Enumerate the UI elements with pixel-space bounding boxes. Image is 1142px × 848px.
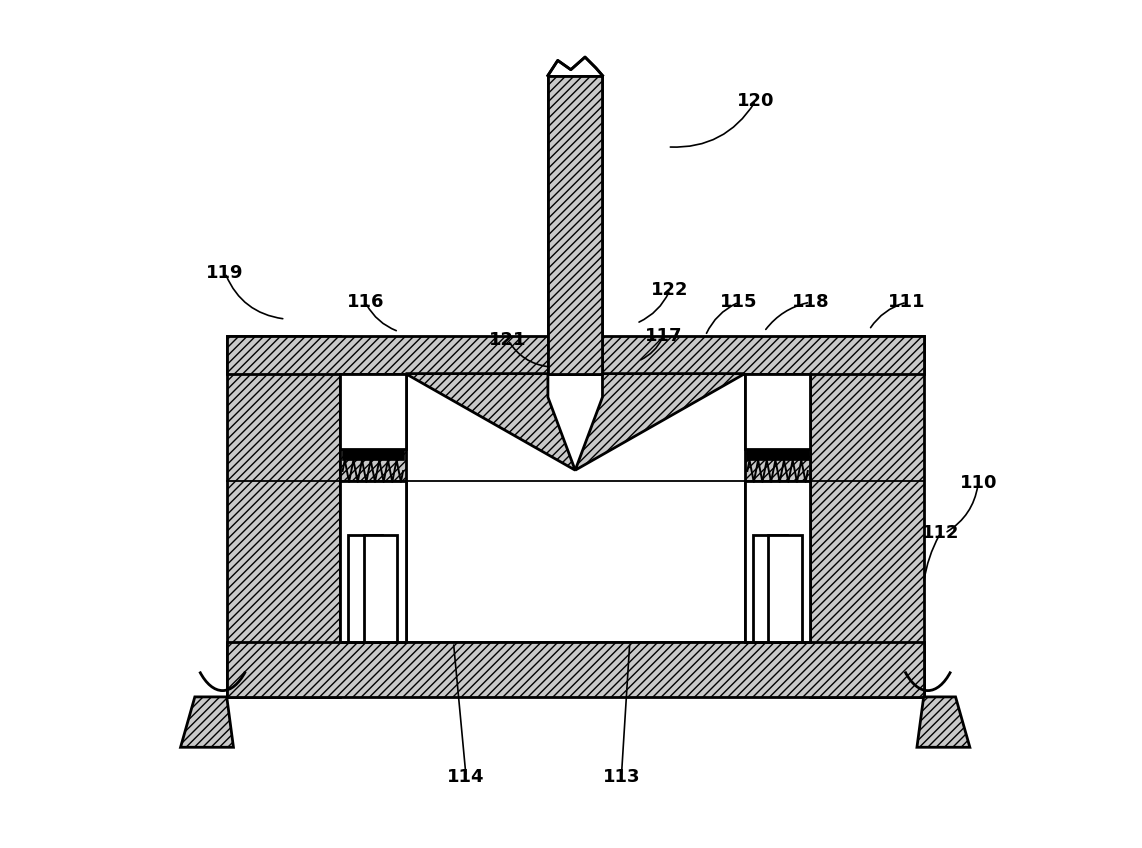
Text: 112: 112 — [922, 524, 959, 542]
Bar — [769, 535, 802, 642]
Text: 122: 122 — [651, 281, 689, 298]
Text: 110: 110 — [959, 474, 997, 492]
Text: 115: 115 — [721, 293, 757, 311]
Bar — [548, 75, 603, 374]
Bar — [227, 336, 924, 374]
Polygon shape — [405, 374, 576, 470]
Bar — [340, 374, 405, 642]
Polygon shape — [917, 697, 970, 747]
Bar — [340, 374, 405, 449]
Text: 116: 116 — [346, 293, 384, 311]
Bar — [348, 535, 383, 642]
Polygon shape — [548, 38, 603, 75]
Bar — [811, 336, 924, 697]
Bar — [341, 449, 404, 460]
Polygon shape — [180, 697, 233, 747]
Bar — [340, 481, 405, 642]
Text: 118: 118 — [791, 293, 829, 311]
Text: 120: 120 — [737, 92, 774, 109]
Text: 117: 117 — [644, 326, 682, 345]
Bar — [745, 481, 811, 642]
Bar — [405, 374, 745, 642]
Text: 121: 121 — [489, 331, 526, 349]
Bar — [754, 535, 787, 642]
Text: 111: 111 — [888, 293, 926, 311]
Bar — [363, 535, 397, 642]
Bar — [745, 374, 811, 449]
Bar — [747, 449, 809, 460]
Bar — [227, 336, 924, 697]
Polygon shape — [548, 38, 603, 75]
Text: 113: 113 — [603, 767, 641, 785]
Bar — [227, 642, 924, 697]
Polygon shape — [576, 374, 745, 470]
Text: 119: 119 — [207, 264, 243, 282]
Bar — [227, 336, 340, 697]
Bar — [548, 75, 603, 374]
Text: 114: 114 — [448, 767, 485, 785]
Bar — [745, 374, 811, 642]
